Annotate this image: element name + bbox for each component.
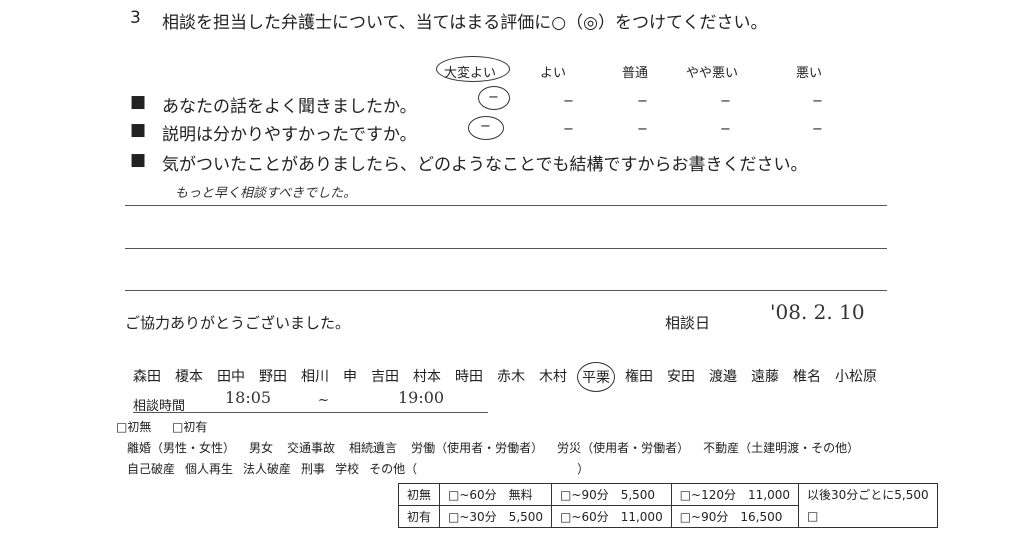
category: 相続遺言 (349, 441, 398, 455)
lawyer-name-selected: 平栗 (577, 362, 615, 392)
cell[interactable]: □~90分 16,500 (670, 505, 800, 528)
lawyer-name: 相川 (301, 369, 329, 385)
checkbox-first-has[interactable]: □初有 (172, 420, 208, 434)
square-bullet-icon: ■ (130, 92, 147, 112)
mark: − (812, 122, 823, 137)
category: 刑事 (301, 462, 326, 476)
question-text: 相談を担当した弁護士について、当てはまる評価に○（◎）をつけてください。 (162, 13, 768, 33)
category: 労働（使用者・労働者） (411, 441, 544, 455)
mark: − (720, 94, 731, 109)
mark: − (720, 122, 731, 137)
square-bullet-icon: ■ (130, 120, 147, 140)
lawyer-name: 吉田 (371, 369, 399, 385)
comment-line (125, 205, 887, 206)
answer-circle (478, 86, 510, 110)
lawyer-name: 渡邉 (709, 369, 737, 385)
comment-line (125, 248, 887, 249)
rating-header: 悪い (796, 66, 823, 81)
answer-circle (468, 116, 504, 140)
cell[interactable]: □ (798, 505, 938, 528)
comment-answer: もっと早く相談すべきでした。 (175, 186, 357, 201)
cell[interactable]: □~120分 11,000 (670, 483, 800, 506)
selected-circle (436, 56, 510, 82)
category: 不動産（土建明渡・その他） (703, 441, 860, 455)
mark: − (480, 119, 491, 134)
cell[interactable]: □~60分 11,000 (551, 505, 672, 528)
cell: 初有 (397, 505, 441, 528)
thanks-text: ご協力ありがとうございました。 (125, 314, 351, 332)
category: 交通事故 (287, 441, 336, 455)
rating-header: よい (540, 66, 567, 81)
category: ） (577, 462, 590, 476)
square-bullet-icon: ■ (130, 150, 147, 170)
comment-prompt: 気がついたことがありましたら、どのようなことでも結構ですからお書きください。 (162, 155, 808, 175)
lawyer-name: 田中 (217, 369, 245, 385)
mark: − (488, 90, 499, 105)
question-number: 3 (130, 8, 141, 28)
time-end: 19:00 (398, 388, 445, 407)
lawyer-name: 野田 (259, 369, 287, 385)
rating-header: やや悪い (686, 66, 739, 81)
mark: − (637, 122, 648, 137)
time-line (133, 412, 488, 413)
lawyer-name: 申 (343, 369, 357, 385)
lawyer-name: 森田 (133, 369, 161, 385)
lawyer-name: 安田 (667, 369, 695, 385)
table-row: 初無 □~60分 無料 □~90分 5,500 □~120分 11,000 以後30分ご… (397, 483, 938, 506)
category-row-1: 離婚（男性・女性） 男女 交通事故 相続遺言 労働（使用者・労働者） 労災（使用者・労働者… (127, 439, 859, 456)
lawyer-name: 権田 (625, 369, 653, 385)
category: 自己破産 (127, 462, 176, 476)
category: 個人再生 (185, 462, 234, 476)
category: 離婚（男性・女性） (127, 441, 236, 455)
cell[interactable]: □~30分 5,500 (439, 505, 553, 528)
category: 学校 (335, 462, 360, 476)
rating-header: 普通 (622, 66, 649, 81)
table-row: 初有 □~30分 5,500 □~60分 11,000 □~90分 16,500 □ (397, 505, 938, 528)
category: 法人破産 (243, 462, 292, 476)
lawyer-name: 木村 (539, 369, 567, 385)
category: 男女 (249, 441, 274, 455)
rating-item: あなたの話をよく聞きましたか。 (162, 97, 417, 117)
time-separator: ~ (318, 393, 329, 408)
mark: − (637, 94, 648, 109)
lawyer-name: 時田 (455, 369, 483, 385)
cell: 初無 (397, 483, 441, 506)
comment-line (125, 290, 887, 291)
rating-item: 説明は分かりやすかったですか。 (162, 125, 417, 145)
lawyer-name: 榎本 (175, 369, 203, 385)
fee-table: 初無 □~60分 無料 □~90分 5,500 □~120分 11,000 以後30分ご… (397, 483, 938, 528)
lawyer-name: 遠藤 (751, 369, 779, 385)
cell[interactable]: □~60分 無料 (439, 483, 553, 506)
lawyer-name: 小松原 (835, 369, 877, 385)
mark: − (563, 94, 574, 109)
date-value: '08. 2. 10 (770, 300, 865, 324)
category-row-2: 自己破産 個人再生 法人破産 刑事 学校 その他（ ） (127, 460, 589, 477)
date-label: 相談日 (665, 314, 711, 332)
lawyer-list: 森田 榎本 田中 野田 相川申吉田 村本 時田 赤木 木村 平栗 権田 安田 渡邉 遠藤 椎名 小松原 (133, 362, 877, 392)
checkbox-first-none[interactable]: □初無 (116, 420, 152, 434)
lawyer-name: 椎名 (793, 369, 821, 385)
cell[interactable]: □~90分 5,500 (551, 483, 672, 506)
lawyer-name: 赤木 (497, 369, 525, 385)
mark: − (812, 94, 823, 109)
time-label: 相談時間 (133, 399, 186, 414)
time-start: 18:05 (225, 388, 272, 407)
cell: 以後30分ごとに5,500 (798, 483, 938, 506)
category: その他（ (369, 462, 418, 476)
lawyer-name: 村本 (413, 369, 441, 385)
category: 労災（使用者・労働者） (557, 441, 690, 455)
mark: − (563, 122, 574, 137)
